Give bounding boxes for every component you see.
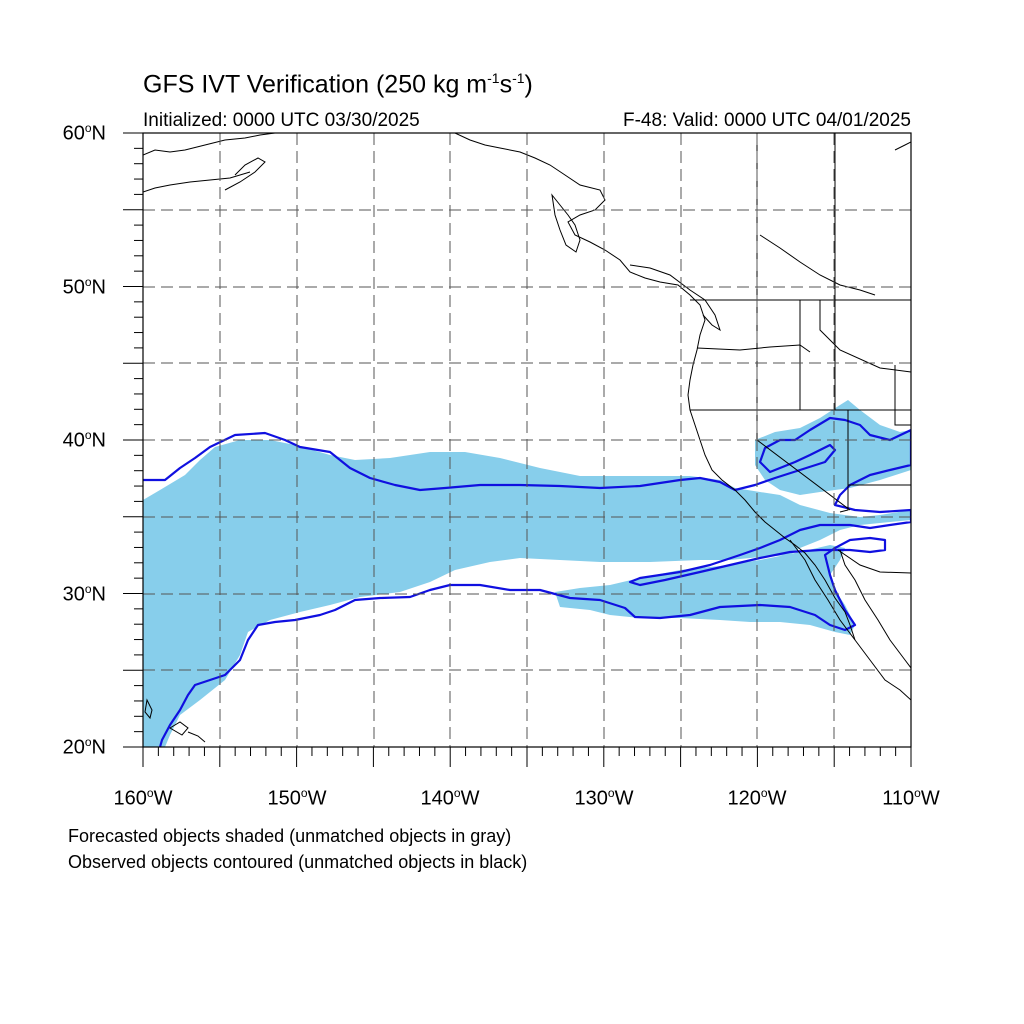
lat-label-30: 30oN xyxy=(62,582,106,606)
lon-label-110w: 110oW xyxy=(882,786,940,810)
graticule xyxy=(143,133,911,747)
initialized-time: Initialized: 0000 UTC 03/30/2025 xyxy=(143,110,420,131)
lon-label-160w: 160oW xyxy=(113,786,173,810)
observed-ivt-object xyxy=(143,416,911,747)
map-title: GFS IVT Verification (250 kg m-1s-1) xyxy=(143,70,533,99)
legend-observed-note: Observed objects contoured (unmatched ob… xyxy=(68,852,528,872)
lat-label-50: 50oN xyxy=(62,275,106,299)
lat-label-40: 40oN xyxy=(62,428,106,452)
lat-label-20: 20oN xyxy=(62,735,106,759)
axis-ticks xyxy=(123,132,912,767)
lon-label-140w: 140oW xyxy=(420,786,480,810)
legend-forecast-note: Forecasted objects shaded (unmatched obj… xyxy=(68,826,512,846)
lon-label-130w: 130oW xyxy=(574,786,634,810)
lat-label-60: 60oN xyxy=(62,121,106,145)
valid-time: F-48: Valid: 0000 UTC 04/01/2025 xyxy=(623,110,911,131)
lon-label-150w: 150oW xyxy=(267,786,327,810)
lon-label-120w: 120oW xyxy=(727,786,787,810)
